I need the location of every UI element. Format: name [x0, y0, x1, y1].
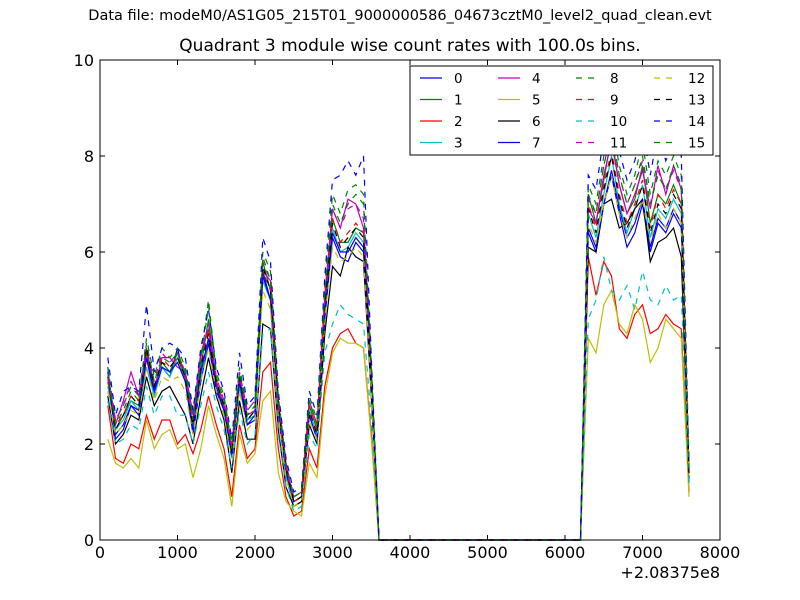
legend-label-9: 9: [610, 93, 619, 109]
series-line-14: [107, 103, 690, 541]
legend-label-4: 4: [532, 71, 541, 87]
legend-label-6: 6: [532, 114, 541, 130]
y-tick-label: 6: [84, 243, 94, 262]
legend-label-15: 15: [688, 136, 705, 152]
x-tick-label: 2000: [235, 543, 276, 562]
series-line-9: [107, 151, 690, 541]
legend-label-10: 10: [610, 114, 627, 130]
legend-label-7: 7: [532, 136, 541, 152]
y-tick-label: 10: [74, 51, 94, 70]
y-tick-label: 0: [84, 531, 94, 550]
y-tick-label: 4: [84, 339, 94, 358]
x-tick-label: 3000: [312, 543, 353, 562]
series-layer: [107, 103, 690, 541]
x-tick-label: 6000: [545, 543, 586, 562]
y-tick-label: 2: [84, 435, 94, 454]
x-tick-label: 1000: [157, 543, 198, 562]
series-line-4: [107, 141, 690, 541]
x-offset-label: +2.08375e8: [620, 563, 720, 582]
x-tick-label: 5000: [467, 543, 508, 562]
legend-label-13: 13: [688, 93, 705, 109]
y-tick-label: 8: [84, 147, 94, 166]
series-line-7: [107, 170, 690, 541]
legend-label-3: 3: [454, 136, 463, 152]
legend-label-11: 11: [610, 136, 627, 152]
series-line-0: [107, 175, 690, 541]
legend-label-12: 12: [688, 71, 705, 87]
chart-title: Quadrant 3 module wise count rates with …: [179, 36, 641, 56]
x-tick-label: 7000: [622, 543, 663, 562]
legend-label-1: 1: [454, 93, 463, 109]
legend-label-0: 0: [454, 71, 463, 87]
legend-label-5: 5: [532, 93, 541, 109]
legend-frame: [409, 65, 714, 156]
x-tick-label: 0: [95, 543, 105, 562]
x-tick-label: 4000: [390, 543, 431, 562]
legend-label-2: 2: [454, 114, 463, 130]
x-tick-label: 8000: [700, 543, 741, 562]
series-line-12: [107, 175, 690, 541]
legend-label-14: 14: [688, 114, 705, 130]
series-line-6: [107, 197, 690, 541]
legend-label-8: 8: [610, 71, 619, 87]
figure-suptitle: Data file: modeM0/AS1G05_215T01_90000005…: [88, 8, 712, 24]
